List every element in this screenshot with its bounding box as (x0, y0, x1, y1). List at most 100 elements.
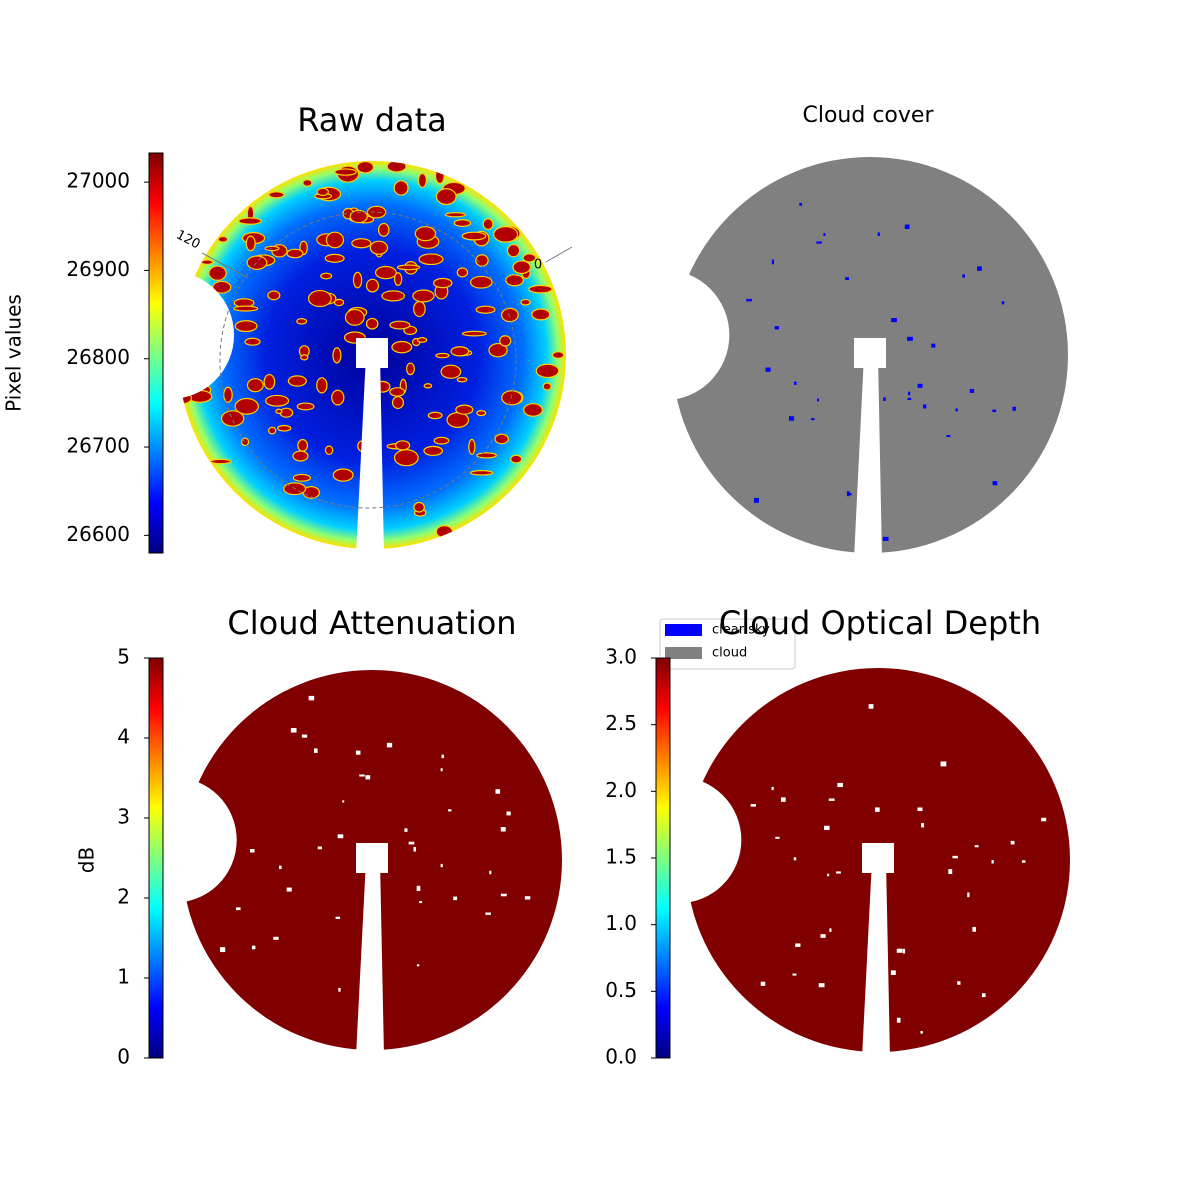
cloud-blob (334, 168, 357, 176)
cloud-blob (551, 351, 565, 359)
speck (365, 775, 371, 780)
speck (249, 849, 255, 853)
colorbar-tick-label: 3 (117, 805, 130, 829)
polar-label: 0 (534, 258, 542, 273)
cloud-blob (506, 243, 521, 258)
legend-label: cloud (712, 646, 747, 661)
cloud-blob (332, 347, 342, 364)
polar-axis (545, 246, 573, 263)
speck (760, 981, 766, 986)
cloud-blob (455, 404, 474, 415)
cloud-blob (469, 469, 494, 476)
colorbar-label: Pixel values (2, 294, 26, 412)
cloud-blob (352, 271, 363, 289)
cloud-blob (369, 240, 389, 255)
cloud-blob (245, 235, 256, 252)
speck (500, 893, 507, 897)
cloud-blob (316, 377, 328, 394)
speck (816, 241, 823, 244)
speck (335, 916, 341, 919)
speck (896, 948, 903, 953)
speck (359, 774, 365, 777)
cloud-blob (287, 375, 307, 387)
speck (874, 807, 880, 812)
cloud-blob (200, 259, 214, 265)
cloud-blob (520, 298, 531, 306)
cloud-blob (476, 409, 487, 417)
speck (792, 973, 797, 976)
speck (793, 381, 797, 385)
cloud-blob (212, 280, 232, 294)
cloud-blob (512, 260, 531, 275)
speck (1010, 840, 1015, 845)
colorbar (148, 152, 164, 554)
polar-grid (219, 211, 517, 509)
cloud-blob (220, 410, 245, 427)
speck (992, 481, 998, 486)
cloud-blob (286, 248, 304, 259)
speck (882, 536, 889, 541)
colorbar-tick-label: 2.5 (605, 711, 637, 735)
speck (317, 846, 323, 850)
cloud-blob (277, 424, 292, 432)
speck (847, 493, 852, 496)
cloud-blob (493, 226, 519, 243)
cloud-blob (223, 386, 233, 403)
cloud-blob (381, 290, 406, 302)
cloud-blob (414, 226, 437, 242)
speck (338, 987, 341, 992)
mask-arm (862, 860, 890, 1058)
colorbar-tick-label: 26800 (66, 345, 130, 369)
cloud-blob (393, 180, 409, 196)
cloud-blob (531, 308, 551, 321)
cloud-blob (263, 373, 276, 390)
speck (419, 900, 423, 904)
cloud-blob (391, 396, 405, 410)
speck (313, 748, 318, 753)
cloud-blob (488, 342, 508, 358)
speck (775, 836, 780, 839)
speck (902, 948, 906, 954)
cloud-blob (389, 387, 406, 397)
mask-center (356, 338, 388, 368)
cloud-blob (351, 238, 372, 249)
speck (977, 266, 982, 271)
speck (355, 750, 361, 755)
mask-center (356, 843, 388, 873)
speck (793, 857, 797, 861)
cloud-blob (542, 382, 552, 391)
cloud-blob (268, 191, 285, 199)
cloud-blob (523, 403, 543, 417)
speck (845, 277, 849, 281)
cloud-blob (244, 337, 261, 346)
cloud-blob (469, 275, 493, 289)
cloud-blob (275, 408, 283, 414)
cloud-blob (501, 307, 519, 323)
cloud-blob (234, 320, 258, 333)
cloud-blob (505, 274, 524, 287)
cloud-blob (413, 501, 425, 513)
cloud-blob (333, 298, 345, 307)
speck (1021, 860, 1026, 863)
cloud-blob (535, 363, 560, 379)
speck (404, 828, 408, 832)
cloud-blob (423, 383, 433, 389)
speck (931, 343, 936, 348)
speck (877, 232, 880, 237)
speck (308, 695, 315, 701)
speck (883, 397, 886, 401)
panel-title: Cloud Attenuation (227, 604, 516, 642)
cloud-blob (386, 161, 407, 173)
speck (1001, 301, 1005, 305)
panel-title: Cloud Optical Depth (719, 604, 1041, 642)
cloud-blob (307, 289, 332, 308)
speck (974, 845, 979, 848)
cloud-blob (427, 411, 443, 420)
cloud-blob (394, 440, 411, 451)
sky-image (614, 668, 1070, 1058)
cloud-blob (297, 438, 309, 452)
speck (917, 383, 923, 388)
cloud-blob (418, 253, 444, 266)
cloud-blob (302, 179, 313, 187)
cloud-blob (501, 390, 523, 406)
